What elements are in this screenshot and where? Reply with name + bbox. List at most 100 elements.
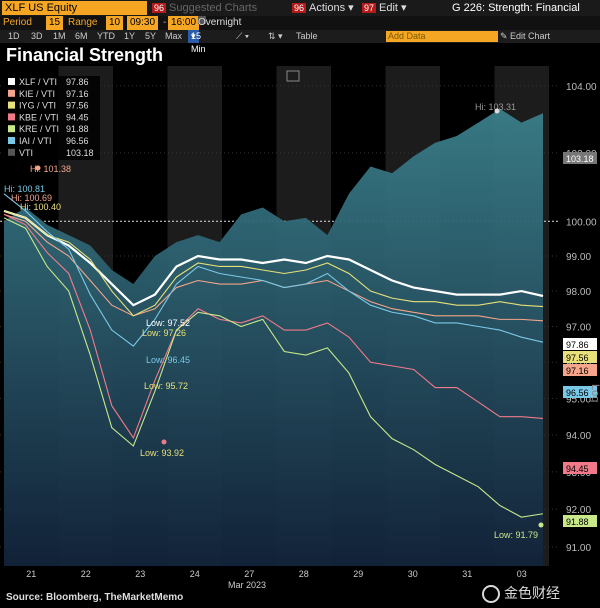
edit-chart-button[interactable]: Edit Chart — [510, 31, 551, 41]
legend-name: KIE / VTI — [19, 89, 55, 99]
annotation-label: Hi: 101.38 — [30, 164, 71, 174]
chart-options-icon[interactable] — [286, 70, 300, 82]
y-tick-label: 92.00 — [566, 505, 591, 516]
y-tick-label: 94.00 — [566, 431, 591, 442]
checkbox-icon — [198, 16, 206, 24]
last-value-badge — [563, 351, 597, 363]
period-toolbar: Period 15 Range 10 09:30 - 16:00 Overnig… — [0, 16, 600, 30]
last-value-badge — [563, 364, 597, 376]
x-tick-label: 03 — [517, 569, 527, 579]
y-tick-label: 104.00 — [566, 82, 597, 93]
y-axis-label: Log — [589, 384, 600, 402]
annotation-label: Hi: 103.31 — [475, 102, 516, 112]
last-value-badge — [563, 515, 597, 527]
legend-swatch — [8, 148, 15, 156]
range-5y[interactable]: 5Y — [145, 31, 157, 41]
range-1d[interactable]: 1D — [8, 31, 20, 41]
legend-name: KBE / VTI — [19, 112, 59, 122]
chart-area: 91.0092.0093.0094.0095.0096.0097.0098.00… — [0, 66, 600, 590]
x-tick-label: 31 — [462, 569, 472, 579]
sort-icon[interactable]: ⇅ ▾ — [268, 31, 283, 41]
annotation-label: Low: 96.45 — [146, 355, 190, 365]
legend-value: 97.16 — [66, 89, 89, 99]
last-value-text: 97.86 — [566, 340, 589, 350]
range-3d[interactable]: 3D — [31, 31, 43, 41]
x-tick-label: 28 — [299, 569, 309, 579]
range-input[interactable]: 10 — [106, 16, 124, 30]
legend-value: 97.86 — [66, 77, 89, 87]
legend-name: IYG / VTI — [19, 101, 56, 111]
time-from-input[interactable]: 09:30 — [127, 16, 159, 30]
last-value-badge — [563, 338, 597, 350]
series-line-iai — [3, 193, 544, 347]
legend-value: 94.45 — [66, 112, 89, 122]
y-tick-label: 95.00 — [566, 394, 591, 405]
actions-label: Actions — [309, 2, 346, 14]
x-tick-label: 22 — [81, 569, 91, 579]
last-value-text: 91.88 — [566, 517, 589, 527]
series-line-kbe — [3, 213, 544, 440]
menu-number: 96 — [292, 3, 307, 13]
watermark-text: 金色财经 — [504, 585, 560, 601]
range-toolbar: 1D 3D 1M 6M YTD 1Y 5Y Max 15 Min ▾ ⟋ ▾ ⇅… — [0, 30, 600, 54]
overnight-label: Overnight — [198, 17, 242, 28]
y-tick-label: 96.00 — [566, 358, 591, 369]
annotation-label: Hi: 100.40 — [20, 202, 61, 212]
y-tick-label: 91.00 — [566, 543, 591, 554]
y-tick-label: 97.00 — [566, 322, 591, 333]
annotation-label: Low: 93.92 — [140, 448, 184, 458]
last-value-text: 97.56 — [566, 353, 589, 363]
annotation-label: Low: 97.52 — [146, 318, 190, 328]
menu-number: 97 — [362, 3, 377, 13]
period-label: Period — [3, 17, 32, 28]
series-area-vti — [4, 108, 543, 566]
series-line-xlf — [3, 209, 544, 307]
legend-box — [4, 76, 100, 160]
time-to-input[interactable]: 16:00 — [168, 16, 200, 30]
suggested-charts-button[interactable]: 96 Suggested Charts — [152, 1, 257, 15]
actions-menu[interactable]: 96 Actions ▾ — [292, 1, 354, 15]
series-line-kre — [3, 217, 544, 518]
legend-value: 96.56 — [66, 136, 89, 146]
y-tick-label: 100.00 — [566, 217, 597, 228]
last-value-text: 97.16 — [566, 366, 589, 376]
x-tick-label: 23 — [135, 569, 145, 579]
legend-value: 97.56 — [66, 101, 89, 111]
marker-dot — [161, 439, 167, 445]
pencil-icon: ✎ — [500, 31, 508, 41]
series-line-iyg — [3, 210, 544, 317]
legend-swatch — [8, 125, 15, 133]
range-1y[interactable]: 1Y — [124, 31, 136, 41]
range-label: Range — [68, 17, 98, 28]
table-button[interactable]: Table — [296, 31, 318, 41]
legend-swatch — [8, 78, 15, 85]
line-chart-icon[interactable]: ⟋ ▾ — [236, 31, 250, 41]
range-ytd[interactable]: YTD — [97, 31, 115, 41]
legend-value: 91.88 — [66, 124, 89, 134]
range-max[interactable]: Max — [165, 31, 183, 41]
period-input[interactable]: 15 — [46, 16, 64, 30]
range-1m[interactable]: 1M — [53, 31, 66, 41]
legend-name: IAI / VTI — [19, 136, 52, 146]
annotation-label: Hi: 100.81 — [4, 184, 45, 194]
chart-headline: Financial Strength — [6, 45, 164, 65]
x-tick-label: 27 — [244, 569, 254, 579]
edit-label: Edit — [379, 2, 398, 14]
legend-value: 103.18 — [66, 148, 94, 158]
x-axis-band — [0, 566, 600, 590]
legend-swatch — [8, 137, 15, 144]
legend-name: XLF / VTI — [19, 77, 57, 87]
legend-swatch — [8, 113, 15, 121]
dash: - — [163, 17, 167, 28]
interval-select[interactable]: 15 Min ▾ — [188, 30, 206, 54]
chevron-down-icon: ▾ — [345, 2, 354, 14]
range-6m[interactable]: 6M — [75, 31, 88, 41]
marker-dot — [494, 108, 500, 114]
page-title: G 226: Strength: Financial — [452, 2, 580, 14]
legend-name: VTI — [19, 148, 33, 158]
ticker-field[interactable]: XLF US Equity — [2, 1, 147, 15]
add-data-input[interactable]: Add Data — [386, 31, 498, 42]
edit-menu[interactable]: 97 Edit ▾ — [362, 1, 407, 15]
x-month-label: Mar 2023 — [228, 580, 266, 590]
chevron-down-icon: ▾ — [397, 2, 407, 14]
